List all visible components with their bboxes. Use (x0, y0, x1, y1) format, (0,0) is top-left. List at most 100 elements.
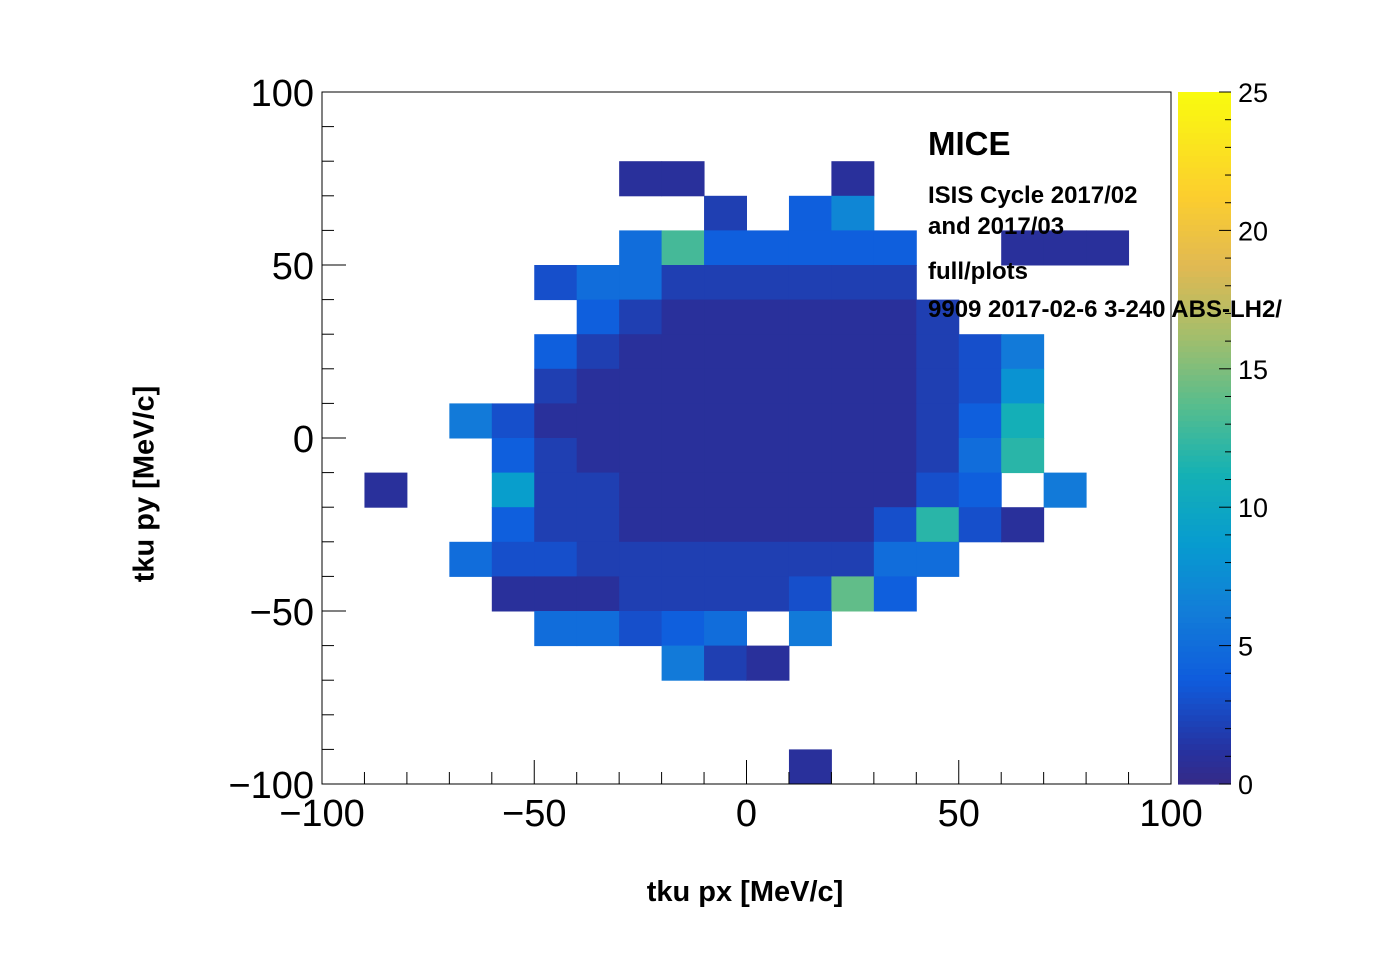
heatmap-cell (873, 334, 917, 370)
heatmap-cell (661, 611, 705, 647)
color-scale-segment (1178, 420, 1231, 428)
heatmap-cell (619, 576, 663, 612)
color-scale-segment (1178, 616, 1231, 624)
heatmap-cell (534, 576, 578, 612)
color-scale-segment (1178, 622, 1231, 629)
heatmap-cell (619, 299, 663, 335)
color-scale-tick-label: 5 (1238, 632, 1253, 662)
y-tick-label: −50 (250, 592, 314, 634)
color-scale-segment (1178, 553, 1231, 560)
heatmap-cell (491, 541, 535, 577)
heatmap-cell (619, 541, 663, 577)
heatmap-cell (704, 438, 747, 474)
color-scale-segment (1178, 92, 1231, 99)
color-scale-segment (1178, 426, 1231, 433)
x-tick-label: 50 (938, 793, 980, 835)
heatmap-cell (661, 299, 705, 335)
color-scale-segment (1178, 484, 1231, 491)
y-axis-label: tku py [MeV/c] (128, 385, 161, 583)
heatmap-cell (704, 472, 747, 508)
color-scale-segment (1178, 611, 1231, 618)
heatmap-cell (746, 230, 790, 266)
color-scale-segment (1178, 178, 1231, 185)
color-scale-segment (1178, 288, 1231, 295)
heatmap-cell (619, 438, 663, 474)
color-scale-segment (1178, 109, 1231, 116)
heatmap-cell (661, 230, 705, 266)
heatmap-cell (534, 368, 578, 404)
heatmap-cell (661, 334, 705, 370)
heatmap-cell (788, 265, 832, 301)
heatmap-cell (619, 265, 663, 301)
color-scale-segment (1178, 374, 1231, 381)
heatmap-cell (746, 265, 790, 301)
x-tick-label: −100 (279, 793, 365, 835)
annotation-run-config: 9909 2017-02-6 3-240 ABS-LH2/ (928, 296, 1282, 323)
color-scale-segment (1178, 512, 1231, 520)
color-scale-segment (1178, 403, 1231, 410)
color-scale-segment (1178, 230, 1231, 237)
annotation-cycle: ISIS Cycle 2017/02 (928, 182, 1138, 209)
color-scale-segment (1178, 507, 1231, 514)
color-scale-segment (1178, 674, 1231, 681)
color-scale-segment (1178, 438, 1231, 445)
heatmap-cell (958, 334, 1002, 370)
color-scale-segment (1178, 726, 1231, 733)
heatmap-cell (873, 299, 917, 335)
heatmap-cell (831, 576, 875, 612)
color-scale-segment (1178, 316, 1231, 324)
heatmap-cell (831, 161, 875, 197)
color-scale-segment (1178, 253, 1231, 260)
color-scale-segment (1178, 103, 1231, 110)
heatmap-cell (491, 576, 535, 612)
heatmap-cell (661, 507, 705, 543)
heatmap-cell (661, 265, 705, 301)
color-scale-bar: 0 5 10 15 20 25 (1178, 78, 1268, 800)
heatmap-cell (704, 403, 747, 439)
heatmap-cell (661, 472, 705, 508)
color-scale-segment (1178, 587, 1231, 595)
color-scale-segment (1178, 218, 1231, 226)
heatmap-cell (831, 507, 875, 543)
heatmap-cells (364, 161, 1130, 785)
heatmap-cell (873, 541, 917, 577)
heatmap-cell (449, 541, 493, 577)
heatmap-cell (576, 368, 620, 404)
heatmap-cell (1001, 230, 1045, 266)
heatmap-cell (958, 507, 1002, 543)
color-scale-segment (1178, 149, 1231, 157)
heatmap-cell (788, 472, 832, 508)
heatmap-cell (788, 541, 832, 577)
color-scale-segment (1178, 501, 1231, 508)
heatmap-cell (831, 403, 875, 439)
heatmap-cell (619, 230, 663, 266)
y-tick-label: 100 (251, 73, 314, 115)
color-scale-segment (1178, 115, 1231, 122)
color-scale-segment (1178, 236, 1231, 243)
color-scale-segment (1178, 714, 1231, 722)
heatmap-cell (831, 334, 875, 370)
color-scale-segment (1178, 755, 1231, 762)
heatmap-cell (788, 230, 832, 266)
color-scale-segment (1178, 662, 1231, 670)
color-scale-segment (1178, 357, 1231, 364)
color-scale-segment (1178, 495, 1231, 503)
heatmap-cell (1043, 230, 1087, 266)
color-scale-segment (1178, 691, 1231, 699)
heatmap-cell (704, 611, 747, 647)
color-scale-segment (1178, 322, 1231, 330)
heatmap-cell (576, 334, 620, 370)
color-scale-segment (1178, 634, 1231, 641)
color-scale-segment (1178, 305, 1231, 312)
annotation-plot-set: full/plots (928, 258, 1028, 285)
color-scale-segment (1178, 120, 1231, 128)
x-axis-label: tku px [MeV/c] (646, 876, 844, 908)
heatmap-cell (491, 438, 535, 474)
color-scale-segment (1178, 570, 1231, 577)
color-scale-segment (1178, 576, 1231, 583)
color-scale-segment (1178, 184, 1231, 191)
heatmap-cell (534, 334, 578, 370)
heatmap-cell (746, 472, 790, 508)
annotation-cycle-continued: and 2017/03 (928, 213, 1065, 240)
heatmap-cell (873, 265, 917, 301)
